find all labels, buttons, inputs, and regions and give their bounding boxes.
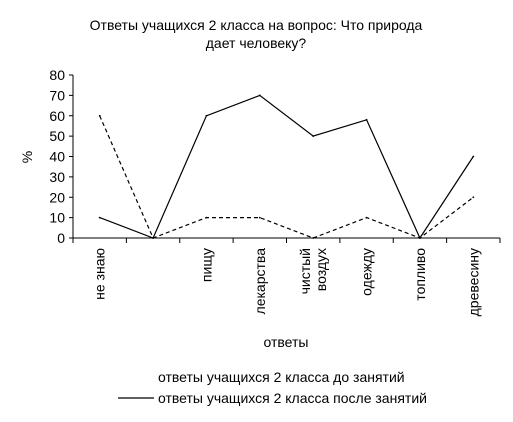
data-point xyxy=(312,135,315,138)
y-tick-label: 50 xyxy=(49,128,65,144)
y-tick-label: 30 xyxy=(49,169,65,185)
data-point xyxy=(365,118,368,121)
x-tick-label: не знаю xyxy=(92,248,108,300)
data-point xyxy=(472,155,475,158)
series-line-before xyxy=(99,115,474,239)
y-tick-label: 20 xyxy=(49,189,65,205)
y-axis-label: % xyxy=(19,151,35,163)
data-point xyxy=(205,216,208,219)
x-tick-label: воздух xyxy=(313,248,329,291)
data-point xyxy=(205,114,208,117)
y-tick-label: 0 xyxy=(57,230,65,246)
x-tick-label: лекарства xyxy=(252,248,268,315)
x-tick-label: топливо xyxy=(412,248,428,301)
x-tick-label: чистый xyxy=(297,248,313,294)
legend-label: ответы учащихся 2 класса после занятий xyxy=(158,390,427,406)
x-tick-label: древесину xyxy=(465,248,481,316)
data-point xyxy=(98,114,101,117)
y-tick-label: 40 xyxy=(49,149,65,165)
legend-label: ответы учащихся 2 класса до занятий xyxy=(158,369,405,385)
y-tick-label: 80 xyxy=(49,67,65,83)
data-point xyxy=(152,237,154,239)
data-point xyxy=(258,216,261,219)
data-point xyxy=(258,94,261,97)
y-tick-label: 70 xyxy=(49,87,65,103)
x-axis-label: ответы xyxy=(264,334,309,350)
series-line-after xyxy=(99,94,474,240)
chart-title-line2: дает человеку? xyxy=(206,35,307,51)
data-point xyxy=(472,196,475,199)
x-tick-label: одежду xyxy=(359,248,375,296)
data-point xyxy=(419,237,421,239)
x-tick-label: пищу xyxy=(198,248,214,282)
data-point xyxy=(365,216,368,219)
data-point xyxy=(312,237,315,239)
y-tick-label: 10 xyxy=(49,210,65,226)
y-tick-label: 60 xyxy=(49,108,65,124)
chart-title-line1: Ответы учащихся 2 класса на вопрос: Что … xyxy=(90,17,423,33)
data-point xyxy=(98,216,101,219)
